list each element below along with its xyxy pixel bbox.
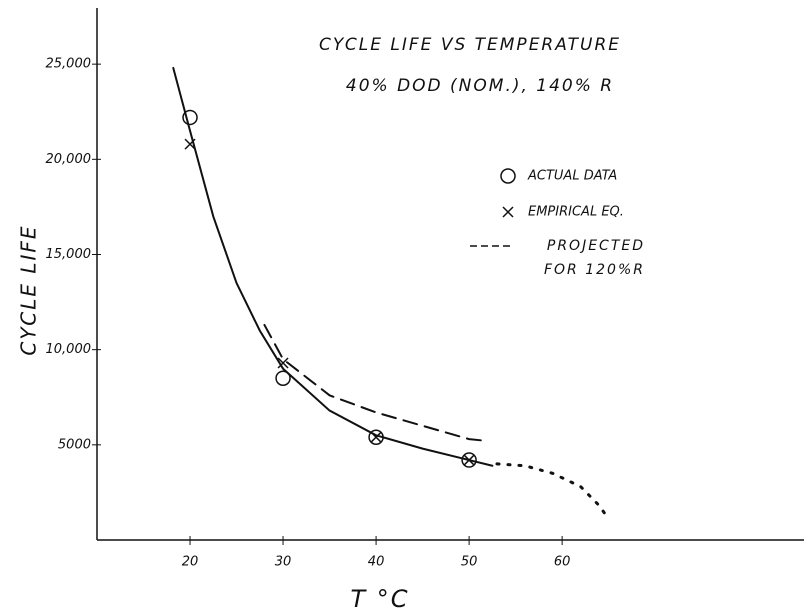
data-line: [495, 462, 611, 521]
x-tick-label: 20: [182, 555, 199, 570]
data-point: [275, 370, 291, 386]
data-point: [182, 109, 198, 126]
data-point: [277, 357, 289, 369]
chart-title: CYCLE LIFE VS TEMPERATURE: [319, 35, 621, 55]
y-tick-label: 5000: [58, 437, 91, 452]
legend-label: EMPIRICAL EQ.: [528, 205, 624, 220]
data-line: [263, 323, 489, 443]
legend-symbol: [502, 206, 514, 218]
x-axis-label: T °C: [350, 585, 409, 613]
legend-label: ACTUAL DATA: [527, 169, 617, 184]
y-axis-label: CYCLE LIFE: [17, 224, 41, 355]
legend-symbol: [500, 168, 516, 184]
x-tick-label: 60: [554, 555, 571, 570]
chart-subtitle: 40% DOD (NOM.), 140% R: [346, 76, 614, 96]
y-tick-label: 25,000: [46, 57, 92, 72]
data-line: [172, 66, 494, 467]
x-tick-label: 50: [461, 555, 478, 570]
legend-label: PROJECTED FOR 120%R: [543, 238, 645, 278]
y-tick-label: 15,000: [46, 247, 92, 262]
y-tick-label: 20,000: [46, 152, 92, 167]
x-tick-label: 40: [368, 555, 385, 570]
y-tick-label: 10,000: [46, 342, 92, 357]
x-tick-label: 30: [275, 555, 292, 570]
data-point: [461, 452, 477, 468]
